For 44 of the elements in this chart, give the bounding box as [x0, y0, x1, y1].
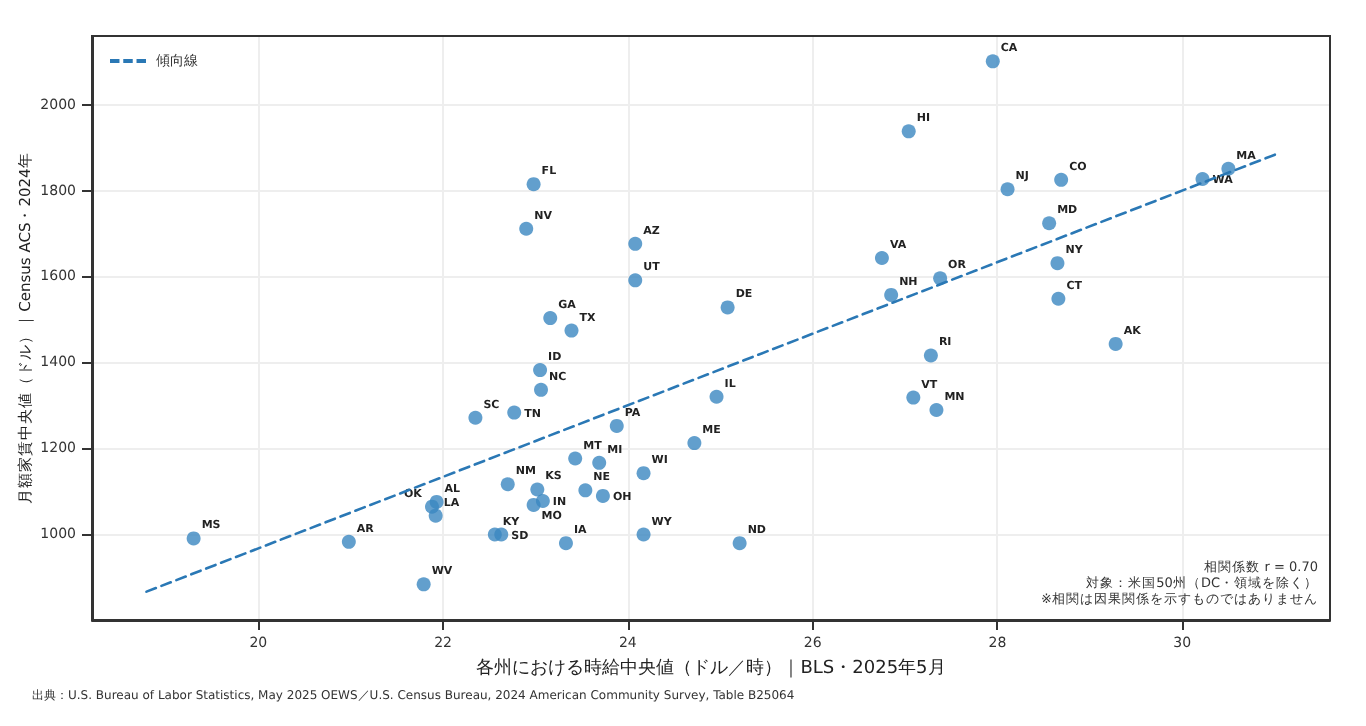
point: [929, 403, 944, 418]
point: [1000, 182, 1015, 197]
point: [901, 124, 916, 139]
point: [428, 508, 443, 523]
point: [709, 389, 724, 404]
point: [1051, 291, 1066, 306]
point: [530, 482, 545, 497]
point: [595, 488, 610, 503]
point: [985, 54, 1000, 69]
point: [341, 534, 356, 549]
point: [732, 536, 747, 551]
point: [500, 477, 515, 492]
point: [526, 497, 541, 512]
point: [416, 577, 431, 592]
point: [507, 405, 522, 420]
point: [592, 455, 607, 470]
point: [494, 527, 509, 542]
point: [884, 287, 899, 302]
point: [628, 273, 643, 288]
point: [578, 483, 593, 498]
point: [468, 410, 483, 425]
point: [609, 418, 624, 433]
x-axis-title: 各州における時給中央値（ドル／時）｜BLS・2025年5月: [476, 656, 946, 679]
point: [534, 382, 549, 397]
point: [628, 236, 643, 251]
point: [526, 177, 541, 192]
point: [1050, 256, 1065, 271]
point: [568, 451, 583, 466]
point: [636, 527, 651, 542]
point: [636, 466, 651, 481]
point: [519, 221, 534, 236]
point: [564, 323, 579, 338]
point: [543, 311, 558, 326]
point: [186, 531, 201, 546]
point: [923, 348, 938, 363]
point: [1042, 216, 1057, 231]
point: [906, 390, 921, 405]
point: [1108, 336, 1123, 351]
point: [874, 251, 889, 265]
point: [687, 436, 702, 451]
point: [720, 300, 735, 315]
point: [533, 363, 548, 378]
point: [1054, 172, 1069, 187]
point: [558, 536, 573, 551]
